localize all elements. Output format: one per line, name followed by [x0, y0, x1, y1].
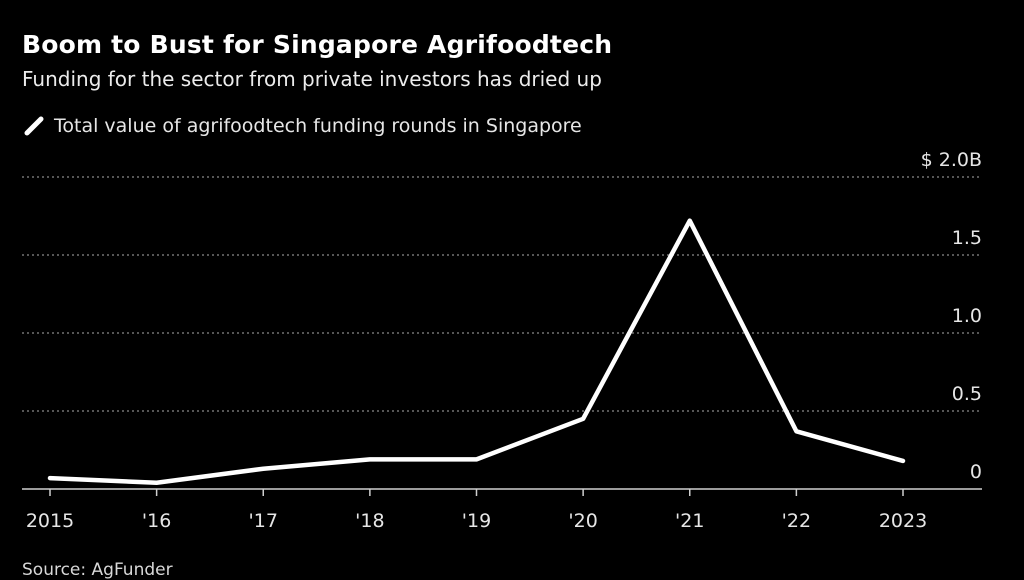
y-tick-label: 1.5 [952, 227, 982, 249]
legend-label: Total value of agrifoodtech funding roun… [54, 115, 582, 137]
source-note: Source: AgFunder [22, 560, 173, 580]
y-tick-label: $ 2.0B [921, 149, 982, 171]
x-tick-label: 2015 [26, 510, 74, 532]
x-tick-label: '17 [249, 510, 278, 532]
y-tick-label: 0 [970, 461, 982, 483]
x-tick-label: '16 [142, 510, 171, 532]
legend-line-icon [24, 116, 44, 136]
x-tick-label: '20 [568, 510, 597, 532]
x-tick-label: 2023 [879, 510, 927, 532]
chart-title: Boom to Bust for Singapore Agrifoodtech [22, 30, 613, 59]
y-tick-label: 1.0 [952, 305, 982, 327]
x-tick-label: '18 [355, 510, 384, 532]
series-line [47, 218, 906, 486]
chart-subtitle: Funding for the sector from private inve… [22, 67, 602, 91]
x-tick-label: '22 [782, 510, 811, 532]
y-tick-label: 0.5 [952, 383, 982, 405]
x-tick-label: '19 [462, 510, 491, 532]
x-tick-label: '21 [675, 510, 704, 532]
legend: Total value of agrifoodtech funding roun… [22, 113, 582, 139]
